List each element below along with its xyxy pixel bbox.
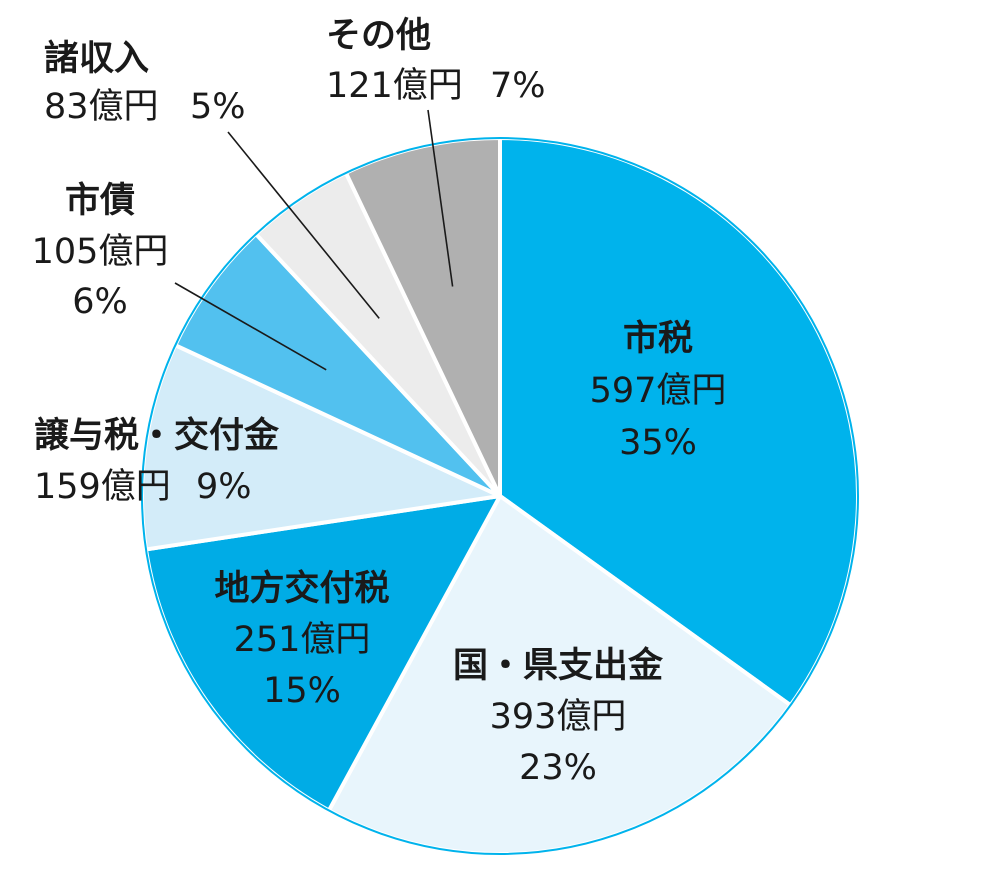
slice-label-shisai-amount: 105億円 [32, 232, 169, 272]
slice-label-chihou-percent: 15% [263, 671, 341, 711]
slice-label-shisai-name: 市債 [65, 181, 135, 221]
slice-label-kokuken-name: 国・県支出金 [453, 645, 664, 686]
pie-slices [140, 136, 860, 856]
slice-label-sonota-amount: 121億円 [326, 66, 463, 106]
slice-label-shizei-name: 市税 [623, 319, 693, 359]
leader-line-sonota [427, 109, 454, 287]
slice-label-jouyozei-value: 159億円 9% [34, 467, 252, 507]
slice-label-shisai-percent: 6% [72, 282, 128, 322]
slice-label-shoshuunyuu-amount: 83億円 [44, 87, 159, 127]
slice-label-kokuken-amount: 393億円 [490, 697, 627, 737]
slice-label-sonota-name: その他 [326, 16, 431, 56]
leader-lines [174, 109, 454, 371]
slice-label-shizei-amount: 597億円 [590, 371, 727, 411]
leader-line-shoshuunyuu [227, 131, 380, 319]
slice-label-chihou-name: 地方交付税 [214, 568, 389, 609]
slice-label-sonota-percent: 7% [490, 66, 546, 106]
slice-label-jouyozei-amount: 159億円 [34, 467, 171, 507]
slice-label-jouyozei-name: 譲与税・交付金 [34, 415, 280, 456]
slice-label-shizei-percent: 35% [619, 423, 697, 463]
slice-labels: 市税 597億円 35% 国・県支出金 393億円 23% 地方交付税 251億… [32, 16, 727, 788]
pie-outline [141, 137, 859, 855]
leader-line-shisai [174, 282, 327, 371]
slice-label-jouyozei-percent: 9% [196, 467, 252, 507]
slice-label-sonota-value: 121億円 7% [326, 66, 546, 106]
slice-label-chihou-amount: 251億円 [234, 620, 371, 660]
slice-label-kokuken-percent: 23% [519, 748, 597, 788]
slice-label-shoshuunyuu-value: 83億円 5% [44, 87, 246, 127]
slice-label-shoshuunyuu-name: 諸収入 [44, 39, 149, 79]
slice-label-shoshuunyuu-percent: 5% [190, 87, 246, 127]
